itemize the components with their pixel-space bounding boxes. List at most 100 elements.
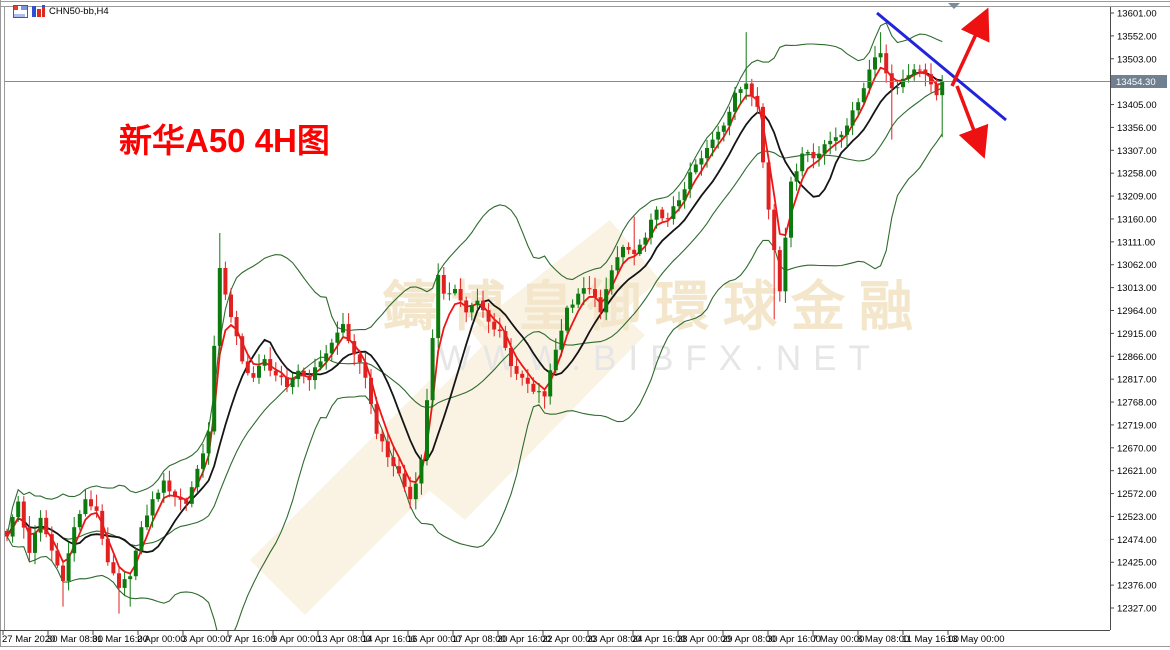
- candle-body: [307, 375, 312, 381]
- candle-body: [800, 153, 805, 172]
- candle-body: [553, 349, 558, 371]
- price-tick-label: 13013.00: [1117, 283, 1157, 294]
- candle-body: [318, 361, 323, 368]
- chart-title: 新华A50 4H图: [119, 122, 330, 159]
- candle-body: [817, 153, 821, 159]
- candle-body: [251, 373, 256, 378]
- time-tick-label: 14 Apr 16:00: [362, 634, 416, 645]
- time-tick-label: 28 Apr 00:00: [677, 634, 731, 645]
- ma-slow-line: [6, 71, 943, 554]
- up-arrow[interactable]: [950, 7, 990, 87]
- candle-body: [301, 370, 306, 376]
- time-tick-label: 9 Apr 00:00: [272, 634, 321, 645]
- candle-body: [822, 144, 827, 154]
- candle-body: [357, 354, 362, 363]
- candle-body: [335, 332, 340, 343]
- candle-body: [285, 377, 289, 388]
- time-tick-label: 13 May 00:00: [947, 634, 1005, 645]
- candle-body: [206, 431, 211, 454]
- candle-body: [755, 95, 760, 107]
- candle-body: [850, 110, 855, 126]
- candle-body: [105, 538, 110, 563]
- candle-body: [481, 300, 485, 311]
- candle-body: [72, 527, 77, 554]
- candle-body: [671, 206, 676, 219]
- candle-body: [313, 367, 317, 381]
- candle-body: [273, 370, 278, 376]
- candle-body: [38, 517, 43, 533]
- candle-body: [5, 530, 9, 537]
- candle-body: [492, 321, 497, 330]
- candle-body: [33, 532, 37, 553]
- time-tick-label: 13 Apr 08:00: [317, 634, 371, 645]
- candle-body: [794, 171, 799, 182]
- price-tick-label: 12670.00: [1117, 443, 1157, 454]
- candle-body: [178, 496, 183, 500]
- candle-body: [839, 134, 844, 138]
- price-tick-label: 12817.00: [1117, 375, 1157, 386]
- candle-chart-icon[interactable]: [32, 5, 45, 17]
- time-tick-label: 22 Apr 00:00: [542, 634, 596, 645]
- time-tick-label: 2 Apr 00:00: [137, 634, 186, 645]
- candle-body: [749, 83, 754, 96]
- candle-body: [66, 553, 71, 581]
- candle-body: [363, 362, 368, 378]
- candle-body: [923, 69, 928, 75]
- candle-body: [744, 83, 749, 90]
- price-tick-label: 12425.00: [1117, 558, 1157, 569]
- price-tick-label: 13160.00: [1117, 214, 1157, 225]
- time-tick-label: 7 Apr 16:00: [227, 634, 276, 645]
- symbol-label: CHN50-bb,H4: [49, 6, 109, 17]
- trendline-anchor-marker[interactable]: [948, 3, 960, 9]
- candle-body: [581, 288, 586, 294]
- candle-body: [805, 152, 810, 154]
- candle-body: [665, 218, 670, 220]
- candle-body: [100, 510, 105, 539]
- time-tick-label: 24 Apr 16:00: [632, 634, 686, 645]
- market-watch-icon[interactable]: [13, 5, 28, 18]
- price-tick-label: 13356.00: [1117, 123, 1157, 134]
- candle-body: [509, 347, 513, 367]
- down-arrow[interactable]: [955, 85, 989, 159]
- time-tick-label: 23 Apr 08:00: [587, 634, 641, 645]
- candle-body: [789, 181, 793, 238]
- candle-body: [77, 514, 82, 528]
- candle-body: [593, 289, 597, 298]
- candle-body: [548, 370, 553, 397]
- candle-body: [604, 289, 609, 313]
- candle-body: [632, 249, 637, 254]
- candle-body: [369, 377, 373, 405]
- candle-body: [290, 379, 295, 388]
- price-tick-label: 13258.00: [1117, 169, 1157, 180]
- trendline[interactable]: [876, 11, 1007, 122]
- candle-body: [128, 576, 133, 580]
- time-tick-label: 3 Apr 00:00: [182, 634, 231, 645]
- bollinger-upper-line: [6, 22, 943, 537]
- time-tick-label: 11 May 16:00: [902, 634, 959, 645]
- candle-body: [341, 324, 345, 333]
- candle-body: [145, 515, 149, 528]
- candle-body: [772, 209, 777, 251]
- candles-layer: [5, 32, 945, 614]
- candle-body: [699, 158, 704, 165]
- candle-body: [413, 483, 418, 500]
- price-tick-label: 13307.00: [1117, 146, 1157, 157]
- candle-body: [637, 244, 642, 254]
- candle-body: [402, 473, 407, 487]
- candle-body: [469, 304, 474, 313]
- candle-body: [587, 288, 592, 290]
- candle-body: [940, 81, 945, 96]
- candle-body: [811, 152, 816, 159]
- candle-body: [223, 268, 228, 295]
- candle-body: [21, 501, 26, 528]
- candle-body: [486, 310, 491, 322]
- candle-body: [419, 459, 424, 484]
- candle-body: [268, 359, 273, 371]
- candle-body: [716, 131, 721, 140]
- price-tick-label: 12866.00: [1117, 352, 1157, 363]
- candle-body: [257, 365, 261, 378]
- candle-body: [514, 366, 519, 374]
